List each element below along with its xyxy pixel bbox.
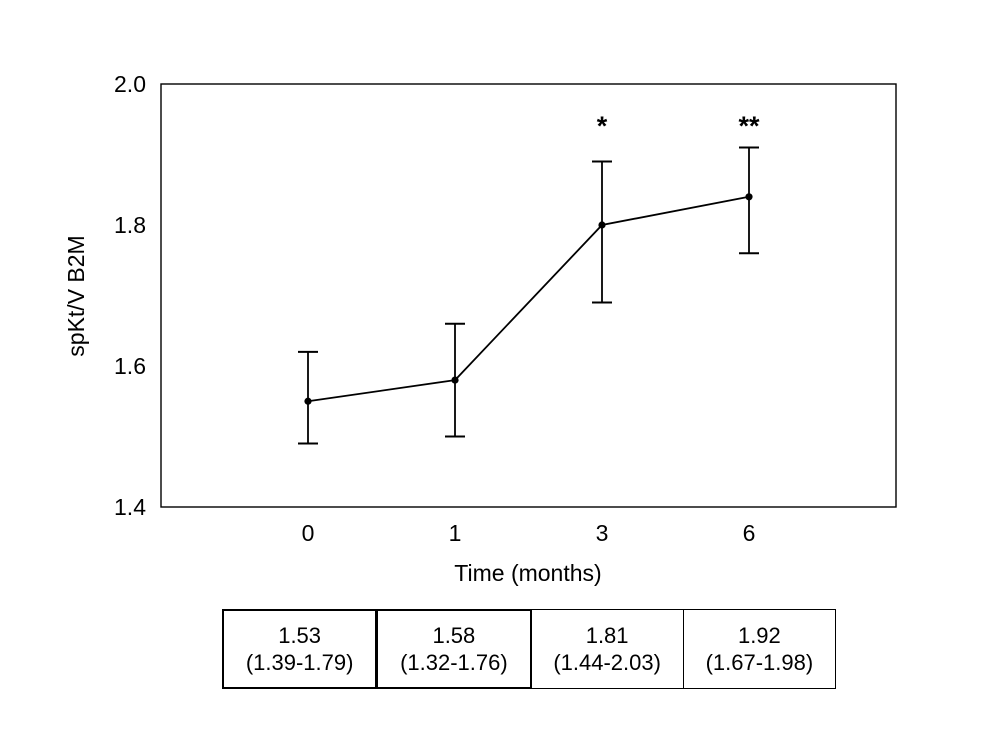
table-cell-range: (1.32-1.76): [400, 650, 508, 675]
table-cell-value: 1.81: [585, 623, 629, 648]
y-tick-label: 1.8: [114, 212, 146, 238]
significance-annotation: **: [738, 111, 760, 141]
y-axis-title: spKt/V B2M: [63, 235, 89, 356]
table-cell-value: 1.58: [432, 623, 476, 648]
significance-annotation: *: [597, 111, 608, 141]
plot-border: [160, 83, 897, 508]
data-point-marker: [745, 193, 753, 201]
y-tick-label: 1.4: [114, 494, 146, 520]
table-cell-range: (1.44-2.03): [553, 650, 661, 675]
series-line: [307, 195, 750, 403]
data-point-marker: [451, 376, 459, 384]
y-tick-label: 1.6: [114, 353, 146, 379]
x-tick-label: 3: [596, 520, 609, 546]
x-axis-title: Time (months): [454, 560, 601, 586]
table-cell-range: (1.39-1.79): [245, 650, 354, 675]
table-cell-month-3: 1.81 (1.44-2.03): [530, 609, 684, 689]
table-cell-month-6: 1.92 (1.67-1.98): [682, 609, 836, 689]
table-cell-month-0: 1.53 (1.39-1.79): [222, 609, 378, 689]
table-cell-month-1: 1.58 (1.32-1.76): [376, 609, 532, 689]
data-point-marker: [598, 221, 606, 229]
x-tick-label: 6: [743, 520, 756, 546]
y-tick-label: 2.0: [114, 71, 146, 97]
table-cell-value: 1.92: [737, 623, 781, 648]
x-tick-label: 0: [302, 520, 315, 546]
summary-table: 1.53 (1.39-1.79) 1.58 (1.32-1.76) 1.81 (…: [222, 609, 836, 689]
data-point-marker: [304, 397, 312, 405]
chart-plot-area: 2.01.81.61.40 1 3 6* **: [114, 71, 897, 546]
x-tick-label: 1: [449, 520, 462, 546]
table-cell-range: (1.67-1.98): [705, 650, 814, 675]
table-cell-value: 1.53: [278, 623, 322, 648]
